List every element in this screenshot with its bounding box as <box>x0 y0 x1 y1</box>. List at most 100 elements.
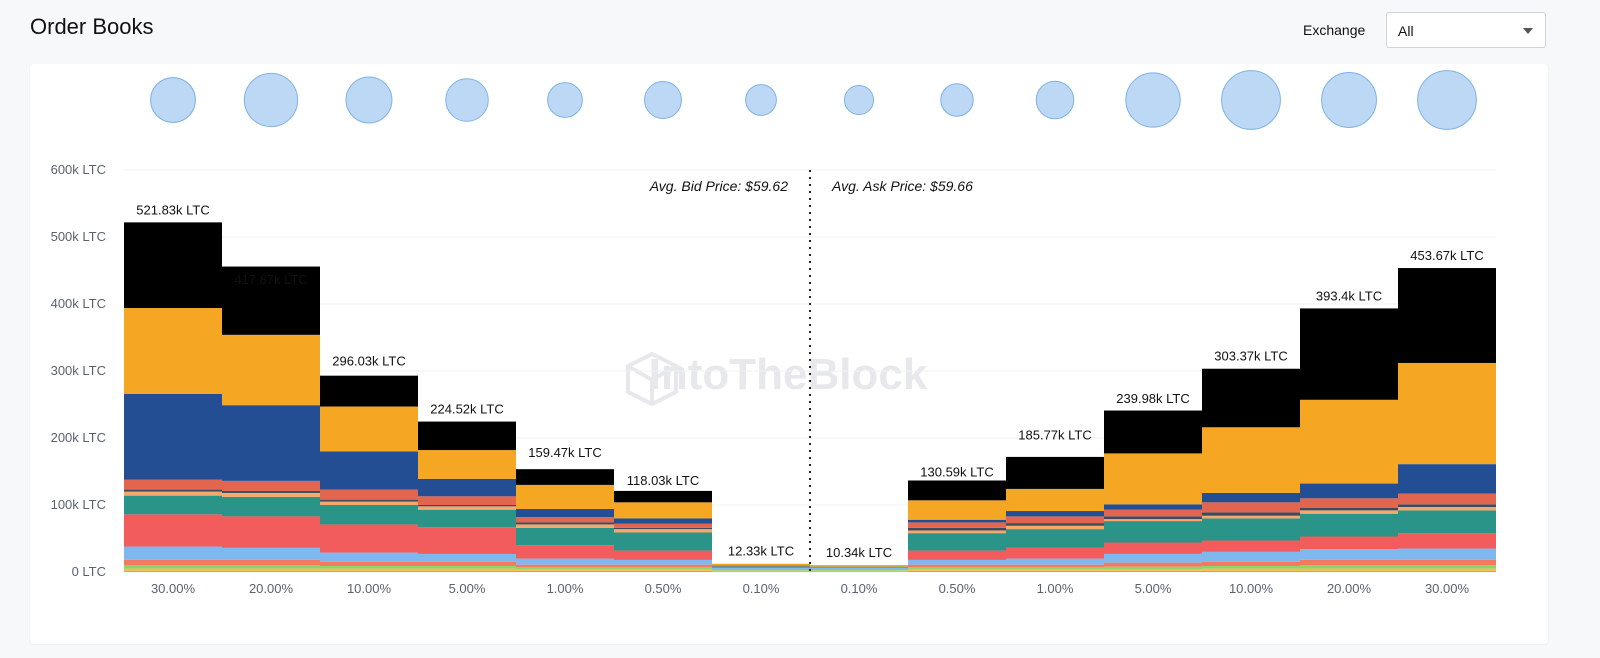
x-tick-label: 20.00% <box>249 581 294 596</box>
x-tick-label: 10.00% <box>1229 581 1274 596</box>
x-tick-label: 0.50% <box>939 581 976 596</box>
bar-segment <box>320 499 418 502</box>
bar-segment <box>516 569 614 571</box>
bar-segment <box>320 561 418 566</box>
bar-segment <box>614 567 712 570</box>
bar-segment <box>1300 498 1398 508</box>
bar-segment <box>1202 568 1300 571</box>
bar-segment <box>222 516 320 548</box>
volume-bubble <box>843 84 875 116</box>
volume-bubble <box>1221 70 1281 130</box>
volume-bubble <box>1125 72 1181 128</box>
exchange-select[interactable]: All <box>1386 12 1546 48</box>
bar-segment <box>810 570 908 572</box>
bar-segment <box>1300 570 1398 572</box>
bar-segment <box>320 552 418 562</box>
bar-segment <box>222 490 320 493</box>
bar-segment <box>1104 410 1202 454</box>
bar-segment <box>222 334 320 406</box>
bar-segment <box>1202 368 1300 428</box>
bar-segment <box>1104 542 1202 554</box>
bar-segment <box>1006 547 1104 559</box>
bar-segment <box>1300 536 1398 550</box>
bar-segment <box>418 478 516 497</box>
x-tick-label: 5.00% <box>1135 581 1172 596</box>
bar-segment <box>1202 540 1300 552</box>
bar-segment <box>516 517 614 523</box>
bar-segment <box>614 570 712 572</box>
bar-stack <box>712 563 810 572</box>
bar-total-label: 239.98k LTC <box>1116 391 1189 406</box>
bar-segment <box>810 571 908 572</box>
bar-segment <box>1006 525 1104 530</box>
bar-segment <box>1398 493 1496 505</box>
bar-segment <box>1300 559 1398 566</box>
bar-segment <box>908 527 1006 531</box>
x-tick-label: 30.00% <box>151 581 196 596</box>
bar-segment <box>1104 566 1202 570</box>
bar-segment <box>614 529 712 533</box>
bar-segment <box>418 509 516 528</box>
chevron-down-icon <box>1523 28 1533 34</box>
bar-segment <box>320 505 418 525</box>
avg-ask-label: Avg. Ask Price: $59.66 <box>831 178 973 194</box>
bar-segment <box>810 567 908 570</box>
bar-segment <box>418 570 516 572</box>
bar-segment <box>1006 567 1104 570</box>
volume-bubble <box>940 83 974 117</box>
bar-segment <box>418 505 516 507</box>
bar-segment <box>222 559 320 566</box>
bar-segment <box>1104 553 1202 563</box>
bar-total-label: 130.59k LTC <box>920 465 993 480</box>
bar-segment <box>516 509 614 518</box>
bar-segment <box>810 567 908 568</box>
bar-segment <box>712 565 810 567</box>
y-tick-label: 500k LTC <box>51 229 106 244</box>
bar-segment <box>222 547 320 560</box>
bar-total-label: 417.87k LTC <box>234 272 307 287</box>
order-books-card: IntoTheBlock 0 LTC 100k LTC 200k LTC 300k LT… <box>30 64 1548 644</box>
bar-total-label: 296.03k LTC <box>332 354 405 369</box>
bar-segment <box>124 222 222 309</box>
avg-bid-label: Avg. Bid Price: $59.62 <box>649 178 788 194</box>
bar-segment <box>1006 511 1104 517</box>
bar-segment <box>1202 570 1300 572</box>
bar-segment <box>1104 570 1202 572</box>
bar-segment <box>1104 521 1202 543</box>
bar-segment <box>1300 568 1398 571</box>
bar-segment <box>418 565 516 569</box>
bar-segment <box>1398 565 1496 569</box>
bar-segment <box>1300 549 1398 560</box>
bar-segment <box>1006 564 1104 568</box>
bar-segment <box>1202 502 1300 513</box>
bar-segment <box>908 519 1006 523</box>
bar-segment <box>1300 399 1398 484</box>
bar-segment <box>222 405 320 481</box>
bar-segment <box>418 527 516 554</box>
bar-segment <box>320 568 418 571</box>
bar-segment <box>124 491 222 496</box>
bar-segment <box>124 570 222 572</box>
bar-segment <box>222 496 320 517</box>
bar-segment <box>222 570 320 572</box>
bar-segment <box>614 523 712 528</box>
bar-segment <box>124 565 222 569</box>
bar-segment <box>1202 512 1300 516</box>
bar-total-label: 521.83k LTC <box>136 202 209 217</box>
bar-segment <box>516 522 614 525</box>
bar-segment <box>222 480 320 491</box>
bar-segment <box>1006 488 1104 512</box>
bar-total-label: 393.4k LTC <box>1316 288 1382 303</box>
bar-segment <box>516 567 614 570</box>
volume-bubble <box>547 82 583 118</box>
bar-segment <box>712 567 810 570</box>
page-title: Order Books <box>30 14 154 39</box>
bar-segment <box>614 527 712 530</box>
bar-segment <box>1300 513 1398 537</box>
bar-segment <box>1104 516 1202 520</box>
bar-segment <box>1202 515 1300 519</box>
bar-stack <box>614 490 712 572</box>
bar-segment <box>1202 561 1300 566</box>
bar-segment <box>614 569 712 571</box>
bar-segment <box>516 484 614 510</box>
